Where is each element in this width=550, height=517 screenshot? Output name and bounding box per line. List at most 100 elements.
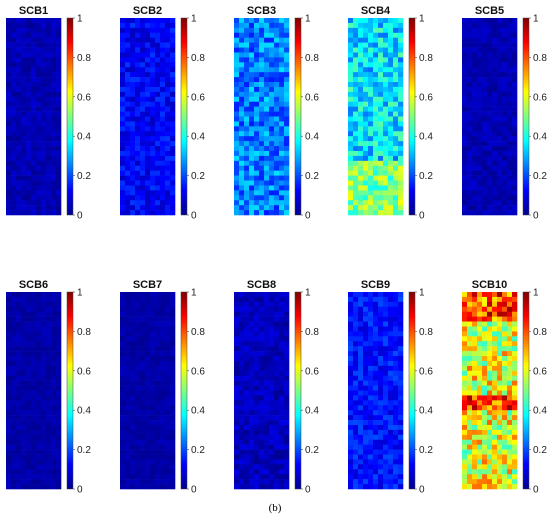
colorbar: [522, 291, 530, 490]
colorbar: [180, 17, 188, 216]
colorbar: [66, 17, 74, 216]
colorbar-tick-label: 0.4: [419, 132, 433, 143]
panel-title: SCB4: [361, 5, 391, 17]
colorbar-tick-label: 0.4: [77, 406, 91, 417]
heatmap-image: [462, 18, 518, 216]
panel-scb4: SCB4 0 0.2 0.4 0.6 0.8 1: [348, 5, 433, 222]
heatmap-image: [234, 292, 290, 490]
colorbar-tick-label: 0.6: [77, 92, 91, 103]
colorbar-tick-label: 0.8: [305, 327, 319, 338]
panel-title: SCB3: [247, 5, 276, 17]
colorbar-tick-label: 0.6: [191, 92, 205, 103]
colorbar-tick-label: 0.4: [533, 132, 547, 143]
colorbar-tick-label: 0.6: [305, 366, 319, 377]
colorbar-tick-label: 0.2: [533, 171, 547, 182]
colorbar-tick-label: 1: [191, 288, 197, 299]
colorbar-tick-label: 0.2: [305, 445, 319, 456]
colorbar-tick-label: 0: [419, 211, 425, 222]
colorbar-tick-label: 0.4: [77, 132, 91, 143]
colorbar-tick-label: 0.8: [77, 53, 91, 64]
colorbar-tick-label: 0: [191, 485, 197, 496]
colorbar-tick-label: 0.4: [533, 406, 547, 417]
panel-title: SCB5: [475, 5, 504, 17]
heatmap-image: [234, 18, 290, 216]
colorbar-tick-label: 1: [419, 288, 425, 299]
colorbar-tick-label: 1: [77, 14, 83, 25]
colorbar-tick-label: 1: [191, 14, 197, 25]
heatmap-image: [120, 292, 176, 490]
colorbar-tick-label: 0.2: [77, 171, 91, 182]
colorbar-tick-label: 0: [419, 485, 425, 496]
heatmap-image: [120, 18, 176, 216]
colorbar-tick-label: 1: [305, 14, 311, 25]
panel-scb3: SCB3 0 0.2 0.4 0.6 0.8 1: [234, 5, 319, 222]
colorbar-tick-label: 0.6: [191, 366, 205, 377]
colorbar-tick-label: 0.8: [533, 327, 547, 338]
colorbar-tick-label: 0.2: [191, 171, 205, 182]
colorbar: [294, 17, 302, 216]
colorbar-tick-label: 0.2: [533, 445, 547, 456]
colorbar-tick-label: 0.6: [419, 92, 433, 103]
colorbar-tick-label: 0.2: [419, 445, 433, 456]
colorbar-tick-label: 0.2: [305, 171, 319, 182]
colorbar-tick-label: 0.4: [191, 132, 205, 143]
colorbar-tick-label: 0.2: [419, 171, 433, 182]
panel-scb1: SCB1 0 0.2 0.4 0.6 0.8 1: [6, 5, 91, 222]
panel-title: SCB6: [19, 279, 48, 291]
colorbar-tick-label: 0: [77, 211, 83, 222]
colorbar-tick-label: 0.8: [533, 53, 547, 64]
colorbar-tick-label: 0.8: [77, 327, 91, 338]
heatmap-image: [348, 292, 404, 490]
panel-title: SCB7: [133, 279, 162, 291]
colorbar-tick-label: 0.6: [419, 366, 433, 377]
panel-scb9: SCB9 0 0.2 0.4 0.6 0.8 1: [348, 279, 433, 496]
colorbar-tick-label: 1: [419, 14, 425, 25]
colorbar-tick-label: 1: [77, 288, 83, 299]
panel-grid: SCB100.20.40.60.81SCB200.20.40.60.81SCB3…: [6, 5, 547, 496]
colorbar-tick-label: 0.8: [305, 53, 319, 64]
colorbar-tick-label: 0: [533, 485, 539, 496]
colorbar-tick-label: 0.6: [533, 366, 547, 377]
panel-title: SCB9: [361, 279, 390, 291]
colorbar: [522, 17, 530, 216]
colorbar-tick-label: 0.6: [77, 366, 91, 377]
panel-scb2: SCB2 0 0.2 0.4 0.6 0.8 1: [120, 5, 205, 222]
colorbar-tick-label: 0: [191, 211, 197, 222]
figure-caption: (b): [269, 502, 282, 514]
heatmap-image: [6, 18, 62, 216]
colorbar: [180, 291, 188, 490]
colorbar-tick-label: 0.8: [191, 53, 205, 64]
colorbar-tick-label: 0.4: [191, 406, 205, 417]
panel-scb5: SCB5 0 0.2 0.4 0.6 0.8 1: [462, 5, 547, 222]
colorbar-tick-label: 0: [305, 485, 311, 496]
colorbar-tick-label: 0.8: [419, 53, 433, 64]
heatmap-image: [462, 292, 518, 490]
colorbar-tick-label: 0.8: [419, 327, 433, 338]
colorbar-tick-label: 0.6: [305, 92, 319, 103]
panel-title: SCB8: [247, 279, 276, 291]
colorbar-tick-label: 0: [77, 485, 83, 496]
colorbar-tick-label: 1: [533, 288, 539, 299]
colorbar-tick-label: 0: [305, 211, 311, 222]
colorbar: [294, 291, 302, 490]
panel-title: SCB2: [133, 5, 162, 17]
heatmap-image: [6, 292, 62, 490]
panel-scb7: SCB7 0 0.2 0.4 0.6 0.8 1: [120, 279, 205, 496]
colorbar-tick-label: 0.4: [305, 406, 319, 417]
colorbar-tick-label: 0: [533, 211, 539, 222]
colorbar: [408, 17, 416, 216]
colorbar-tick-label: 1: [305, 288, 311, 299]
colorbar-tick-label: 1: [533, 14, 539, 25]
colorbar-tick-label: 0.6: [533, 92, 547, 103]
colorbar-tick-label: 0.2: [77, 445, 91, 456]
panel-title: SCB10: [472, 279, 507, 291]
panel-scb10: SCB10 0 0.2 0.4 0.6 0.8 1: [462, 279, 547, 496]
colorbar-tick-label: 0.4: [305, 132, 319, 143]
panel-scb8: SCB8 0 0.2 0.4 0.6 0.8 1: [234, 279, 319, 496]
colorbar-tick-label: 0.4: [419, 406, 433, 417]
colorbar-tick-label: 0.2: [191, 445, 205, 456]
colorbar: [66, 291, 74, 490]
panel-title: SCB1: [19, 5, 48, 17]
colorbar: [408, 291, 416, 490]
